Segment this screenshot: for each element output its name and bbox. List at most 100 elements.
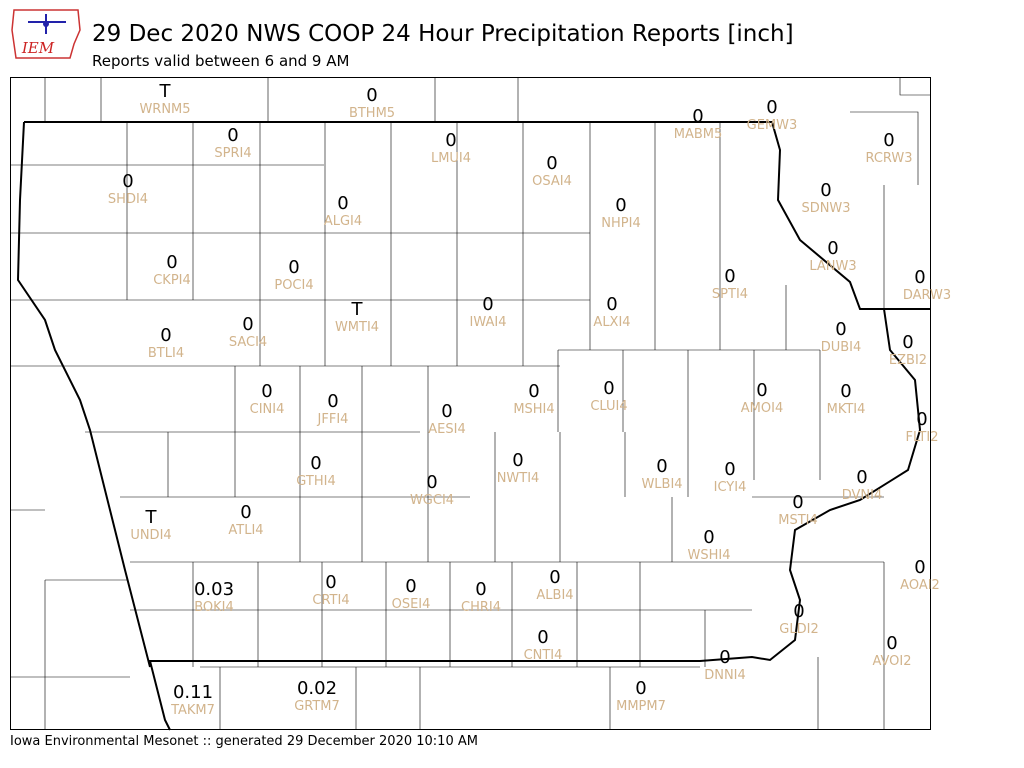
station-value: 0 (288, 257, 299, 278)
station-id: SDNW3 (801, 201, 850, 216)
station-value: 0 (719, 647, 730, 668)
station-value: 0 (793, 601, 804, 622)
station-id: SPTI4 (712, 287, 748, 302)
station-id: GRTM7 (294, 699, 340, 714)
station-value: 0 (615, 195, 626, 216)
station-id: AOAI2 (900, 578, 940, 593)
station-value: 0 (914, 557, 925, 578)
logo-text: IEM (21, 39, 55, 57)
station-value: 0 (426, 472, 437, 493)
station-value: 0.02 (297, 678, 337, 699)
station-id: SPRI4 (214, 146, 251, 161)
station-value: 0 (724, 266, 735, 287)
station-id: IWAI4 (470, 315, 507, 330)
station-id: DVNI4 (842, 488, 883, 503)
station-value: 0 (537, 627, 548, 648)
station-id: BOKI4 (194, 600, 234, 615)
station-value: 0 (122, 171, 133, 192)
station-value: 0 (792, 492, 803, 513)
station-id: SHDI4 (108, 192, 148, 207)
station-value: 0 (441, 401, 452, 422)
station-value: 0 (546, 153, 557, 174)
station-value: 0 (512, 450, 523, 471)
station-id: EZBI2 (889, 353, 927, 368)
station-id: RCRW3 (865, 151, 912, 166)
station-id: DNNI4 (704, 668, 746, 683)
station-value: 0 (325, 572, 336, 593)
station-id: WGCI4 (410, 493, 454, 508)
station-id: CINI4 (250, 402, 285, 417)
station-value: 0 (337, 193, 348, 214)
station-id: OSEI4 (392, 597, 431, 612)
station-id: SACI4 (229, 335, 267, 350)
station-id: GTHI4 (296, 474, 335, 489)
station-id: GLDI2 (779, 622, 818, 637)
station-id: BTLI4 (148, 346, 184, 361)
station-value: 0 (482, 294, 493, 315)
station-value: 0 (724, 459, 735, 480)
station-id: POCI4 (274, 278, 313, 293)
station-id: LMUI4 (431, 151, 471, 166)
station-value: 0 (656, 456, 667, 477)
station-id: UNDI4 (130, 528, 171, 543)
station-value: 0 (883, 130, 894, 151)
station-value: 0 (756, 380, 767, 401)
station-value: 0 (261, 381, 272, 402)
station-id: CKPI4 (153, 273, 191, 288)
basemap (10, 77, 931, 731)
station-id: NWTI4 (497, 471, 540, 486)
station-id: WLBI4 (641, 477, 682, 492)
station-value: 0 (820, 180, 831, 201)
station-id: CRTI4 (312, 593, 349, 608)
station-id: WRNM5 (139, 102, 190, 117)
station-id: DARW3 (903, 288, 951, 303)
station-value: 0 (856, 467, 867, 488)
station-value: 0 (914, 267, 925, 288)
station-value: 0.11 (173, 682, 213, 703)
station-value: 0 (835, 319, 846, 340)
station-id: BTHM5 (349, 106, 395, 121)
station-id: MMPM7 (616, 699, 666, 714)
station-id: NHPI4 (601, 216, 640, 231)
station-id: ALGI4 (324, 214, 362, 229)
station-id: WMTI4 (335, 320, 379, 335)
station-id: GEMW3 (747, 118, 798, 133)
station-value: 0 (445, 130, 456, 151)
station-value: 0 (310, 453, 321, 474)
station-id: MKTI4 (827, 402, 866, 417)
station-value: 0 (240, 502, 251, 523)
station-id: AVOI2 (872, 654, 911, 669)
station-id: JFFI4 (317, 412, 349, 427)
station-value: 0 (692, 106, 703, 127)
station-id: TAKM7 (170, 703, 215, 718)
station-id: FLTI2 (906, 430, 939, 445)
station-id: CNTI4 (524, 648, 563, 663)
station-value: 0 (916, 409, 927, 430)
station-id: MABM5 (674, 127, 723, 142)
footer: Iowa Environmental Mesonet :: generated … (10, 734, 478, 749)
station-id: MSHI4 (513, 402, 554, 417)
station-id: ATLI4 (228, 523, 263, 538)
station-value: T (351, 299, 364, 320)
station-value: 0 (827, 238, 838, 259)
station-value: 0 (703, 527, 714, 548)
station-value: 0 (327, 391, 338, 412)
station-value: 0 (549, 567, 560, 588)
station-id: AMOI4 (741, 401, 783, 416)
station-value: 0 (242, 314, 253, 335)
station-value: 0 (475, 579, 486, 600)
station-value: 0 (366, 85, 377, 106)
station-value: 0 (528, 381, 539, 402)
station-id: MSTI4 (778, 513, 818, 528)
station-value: 0 (227, 125, 238, 146)
station-value: 0 (166, 252, 177, 273)
station-value: 0 (160, 325, 171, 346)
station-value: T (159, 81, 172, 102)
station-value: 0 (405, 576, 416, 597)
station-value: 0 (603, 378, 614, 399)
station-id: AESI4 (428, 422, 465, 437)
station-value: 0.03 (194, 579, 234, 600)
station-id: ALBI4 (536, 588, 573, 603)
station-id: ICYI4 (714, 480, 747, 495)
